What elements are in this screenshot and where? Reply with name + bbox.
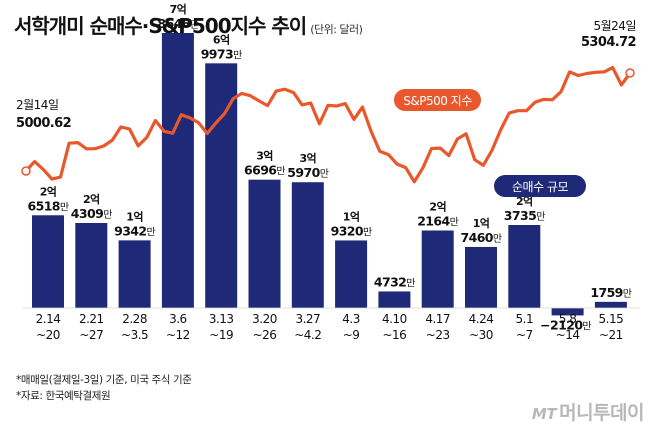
bar-3 <box>161 33 194 308</box>
x-tick-end-7: ~9 <box>343 328 360 342</box>
x-tick-end-8: ~16 <box>382 328 406 342</box>
logo-text: 머니투데이 <box>559 402 644 424</box>
bar-value-man-13: 1759만 <box>590 285 631 300</box>
x-tick-start-7: 4.3 <box>342 312 360 326</box>
logo-mark: MT <box>531 405 557 423</box>
bar-1 <box>75 222 108 308</box>
bar-value-man-11: 3735만 <box>504 208 545 223</box>
bar-12 <box>551 308 584 316</box>
x-tick-start-0: 2.14 <box>36 312 61 326</box>
bar-value-eok-10: 1억 <box>473 217 490 230</box>
sp500-line <box>24 66 632 184</box>
bar-value-eok-7: 1억 <box>343 210 360 223</box>
x-tick-end-11: ~7 <box>516 328 533 342</box>
bar-5 <box>248 179 281 308</box>
x-tick-start-1: 2.21 <box>79 312 104 326</box>
x-tick-start-12: 5.8 <box>559 312 577 326</box>
bar-8 <box>378 291 411 308</box>
bar-value-man-7: 9320만 <box>331 223 372 238</box>
footnote-basis: *매매일(결제일-3일) 기준, 미국 주식 기준 <box>16 374 192 386</box>
x-tick-end-5: ~26 <box>253 328 277 342</box>
bar-value-man-1: 4309만 <box>71 206 112 221</box>
x-tick-end-9: ~23 <box>426 328 450 342</box>
legend-sp500-label: S&P500 지수 <box>403 94 472 108</box>
x-tick-end-12: ~14 <box>556 328 580 342</box>
x-tick-start-4: 3.13 <box>209 312 234 326</box>
sp500-start-value: 5000.62 <box>16 116 71 131</box>
bar-value-man-4: 9973만 <box>201 46 242 61</box>
bar-value-eok-0: 2억 <box>40 185 57 198</box>
bar-value-man-10: 7460만 <box>461 230 502 245</box>
x-tick-end-1: ~27 <box>79 328 103 342</box>
x-tick-start-11: 5.1 <box>516 312 534 326</box>
bar-value-man-6: 5970만 <box>287 165 328 180</box>
x-tick-start-9: 4.17 <box>425 312 450 326</box>
bar-13 <box>594 301 627 308</box>
x-tick-end-13: ~21 <box>599 328 623 342</box>
x-tick-start-2: 2.28 <box>122 312 147 326</box>
unit-label: (단위: 달러) <box>310 23 363 36</box>
bar-value-man-0: 6518만 <box>28 198 69 213</box>
bar-value-man-8: 4732만 <box>374 274 415 289</box>
x-tick-end-2: ~3.5 <box>121 328 148 342</box>
x-tick-end-10: ~30 <box>469 328 493 342</box>
bar-value-man-12: −2120만 <box>540 317 591 332</box>
sp500-start-marker <box>21 166 31 176</box>
x-tick-start-10: 4.24 <box>469 312 494 326</box>
x-tick-start-13: 5.15 <box>599 312 624 326</box>
bar-0 <box>32 215 64 308</box>
x-tick-end-4: ~19 <box>209 328 233 342</box>
sp500-end-value: 5304.72 <box>581 35 636 50</box>
x-tick-start-5: 3.20 <box>252 312 277 326</box>
bar-value-man-9: 2164만 <box>417 213 458 228</box>
bar-value-eok-6: 3억 <box>300 152 317 165</box>
bar-9 <box>421 230 454 308</box>
bar-value-man-3: 8646만 <box>157 16 198 31</box>
bar-value-eok-3: 7억 <box>170 3 187 16</box>
bar-2 <box>118 240 151 308</box>
x-tick-start-6: 3.27 <box>295 312 320 326</box>
legend-sp500-pill <box>394 89 481 111</box>
bar-value-man-5: 6696만 <box>244 163 285 178</box>
legend-buy-label: 순매수 규모 <box>512 180 568 194</box>
x-tick-start-8: 4.10 <box>382 312 407 326</box>
bar-value-eok-4: 6억 <box>213 33 230 46</box>
bar-value-eok-9: 2억 <box>429 200 446 213</box>
sp500-end-marker <box>625 68 635 78</box>
bar-value-eok-5: 3억 <box>256 150 273 163</box>
x-tick-end-6: ~4.2 <box>294 328 321 342</box>
bar-10 <box>465 246 497 308</box>
sp500-start-date: 2월14일 <box>16 98 59 112</box>
sp500-end-date: 5월24일 <box>594 19 637 33</box>
bar-value-eok-11: 2억 <box>516 195 533 208</box>
chart-title: 서학개미 순매수·S&P500지수 추이 <box>14 14 307 38</box>
bar-6 <box>291 182 324 308</box>
bar-value-eok-1: 2억 <box>83 193 100 206</box>
x-tick-start-3: 3.6 <box>169 312 187 326</box>
publisher-logo: MT 머니투데이 <box>531 398 645 425</box>
footnote-source: *자료: 한국예탁결제원 <box>16 390 111 402</box>
bar-value-eok-2: 1억 <box>126 210 143 223</box>
legend-buy-pill <box>494 175 586 197</box>
chart-title-group: 서학개미 순매수·S&P500지수 추이 (단위: 달러) <box>14 10 363 39</box>
bar-value-man-2: 9342만 <box>114 223 155 238</box>
bar-7 <box>335 240 368 308</box>
x-tick-end-3: ~12 <box>166 328 190 342</box>
bar-11 <box>508 225 541 308</box>
x-tick-end-0: ~20 <box>36 328 60 342</box>
